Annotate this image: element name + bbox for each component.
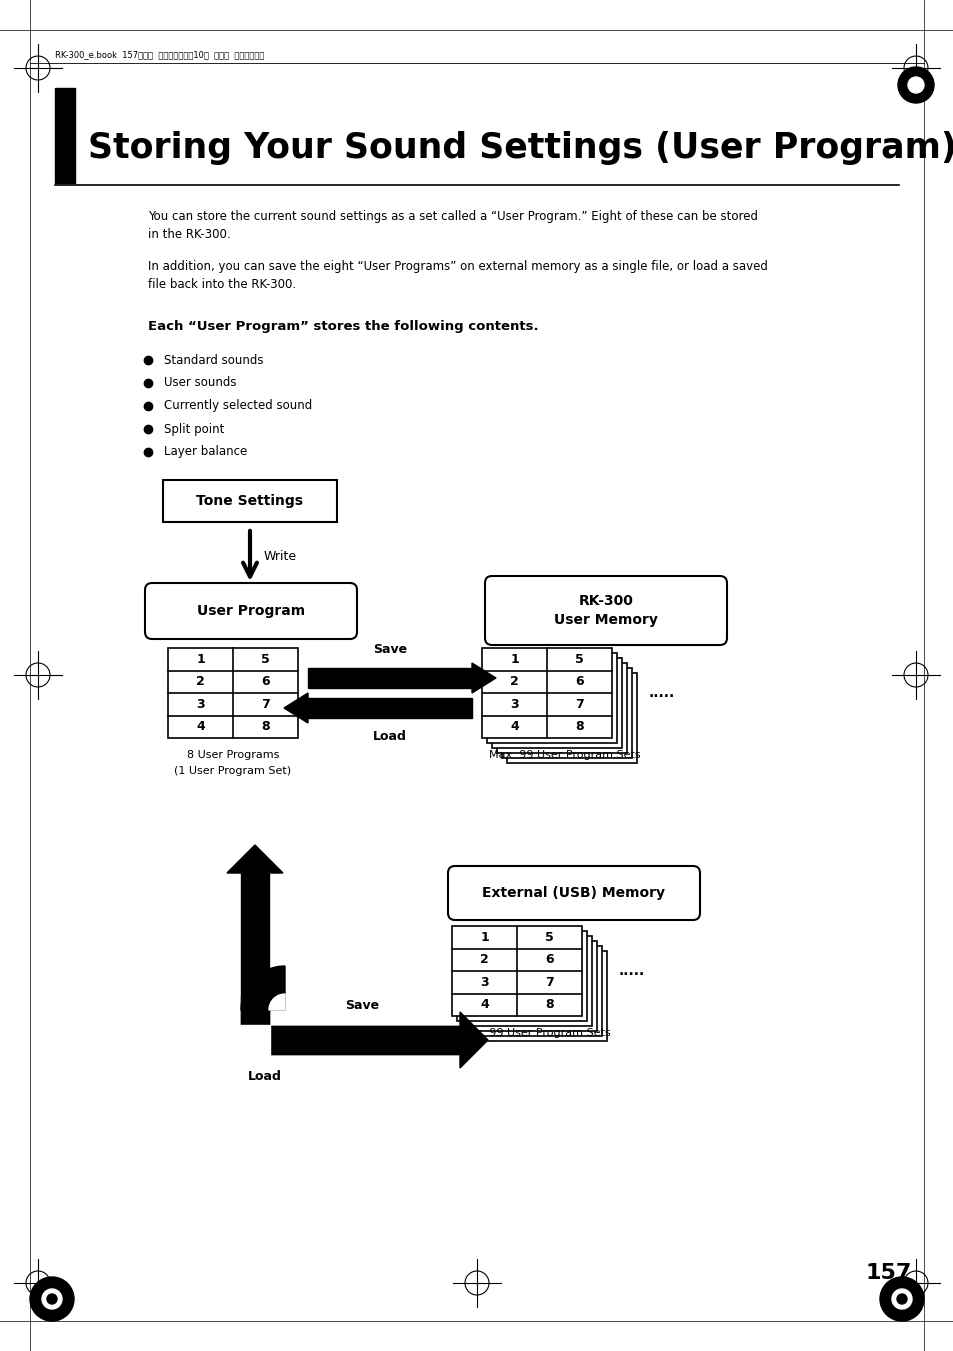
- Text: External (USB) Memory: External (USB) Memory: [482, 886, 665, 900]
- Text: RK-300_e.book  157ページ  ２００８年９月10日  水曜日  午後４晎６分: RK-300_e.book 157ページ ２００８年９月10日 水曜日 午後４晎…: [55, 50, 264, 59]
- Text: Save: Save: [373, 643, 407, 657]
- Polygon shape: [227, 844, 283, 873]
- Text: RK-300
User Memory: RK-300 User Memory: [554, 594, 658, 627]
- Bar: [481, 648, 612, 738]
- Text: 6: 6: [575, 676, 583, 688]
- Circle shape: [879, 1277, 923, 1321]
- Text: Split point: Split point: [164, 423, 224, 435]
- Text: 2: 2: [196, 676, 205, 688]
- Bar: [497, 663, 626, 753]
- Bar: [492, 658, 621, 748]
- Text: 3: 3: [479, 975, 488, 989]
- Text: User sounds: User sounds: [164, 377, 236, 389]
- Text: 5: 5: [261, 653, 270, 666]
- Polygon shape: [459, 1012, 488, 1069]
- Text: Layer balance: Layer balance: [164, 446, 247, 458]
- Text: (1 User Program Set): (1 User Program Set): [174, 766, 292, 775]
- Text: 3: 3: [196, 697, 205, 711]
- Bar: [467, 942, 597, 1031]
- Text: 8: 8: [575, 720, 583, 734]
- Wedge shape: [269, 994, 285, 1011]
- Polygon shape: [284, 693, 308, 723]
- Bar: [241, 996, 269, 1040]
- Bar: [501, 667, 631, 758]
- Circle shape: [896, 1294, 906, 1304]
- FancyBboxPatch shape: [145, 584, 356, 639]
- Bar: [476, 951, 606, 1042]
- Text: 6: 6: [261, 676, 270, 688]
- Circle shape: [47, 1294, 57, 1304]
- Text: 5: 5: [575, 653, 583, 666]
- Text: Tone Settings: Tone Settings: [196, 494, 303, 508]
- Bar: [241, 1025, 459, 1054]
- Bar: [308, 698, 472, 717]
- Circle shape: [42, 1289, 62, 1309]
- Text: .....: .....: [648, 686, 675, 700]
- Text: Storing Your Sound Settings (User Program): Storing Your Sound Settings (User Progra…: [88, 131, 953, 165]
- Text: Load: Load: [373, 730, 407, 743]
- Text: 7: 7: [575, 697, 583, 711]
- Text: Save: Save: [345, 998, 378, 1012]
- Text: 2: 2: [510, 676, 518, 688]
- Bar: [472, 946, 601, 1036]
- Text: Load: Load: [248, 1070, 281, 1084]
- Bar: [168, 648, 297, 738]
- Text: 157: 157: [865, 1263, 911, 1283]
- Text: .....: .....: [618, 965, 644, 978]
- Circle shape: [891, 1289, 911, 1309]
- Text: 4: 4: [510, 720, 518, 734]
- Text: In addition, you can save the eight “User Programs” on external memory as a sing: In addition, you can save the eight “Use…: [148, 259, 767, 290]
- Text: 8: 8: [261, 720, 270, 734]
- Text: Max. 99 User Program Sets: Max. 99 User Program Sets: [458, 1028, 610, 1038]
- Polygon shape: [472, 663, 496, 693]
- Text: Standard sounds: Standard sounds: [164, 354, 263, 366]
- Text: Max. 99 User Program Sets: Max. 99 User Program Sets: [489, 750, 640, 761]
- Text: You can store the current sound settings as a set called a “User Program.” Eight: You can store the current sound settings…: [148, 209, 758, 240]
- Bar: [240, 1025, 270, 1055]
- Bar: [506, 673, 637, 763]
- Text: 7: 7: [261, 697, 270, 711]
- Text: 4: 4: [196, 720, 205, 734]
- Bar: [308, 667, 472, 688]
- Text: 1: 1: [479, 931, 488, 944]
- Bar: [456, 931, 586, 1021]
- Wedge shape: [241, 966, 285, 1011]
- Bar: [461, 936, 592, 1025]
- Bar: [486, 653, 617, 743]
- Text: 6: 6: [544, 954, 554, 966]
- Text: 7: 7: [544, 975, 554, 989]
- Text: 1: 1: [196, 653, 205, 666]
- Bar: [241, 873, 269, 1054]
- Text: 2: 2: [479, 954, 488, 966]
- Text: Currently selected sound: Currently selected sound: [164, 400, 312, 412]
- FancyBboxPatch shape: [484, 576, 726, 644]
- Text: Write: Write: [264, 550, 296, 562]
- Text: 8: 8: [544, 998, 554, 1012]
- Bar: [55, 88, 75, 182]
- Text: 5: 5: [544, 931, 554, 944]
- Text: 4: 4: [479, 998, 488, 1012]
- FancyBboxPatch shape: [163, 480, 336, 521]
- Text: Each “User Program” stores the following contents.: Each “User Program” stores the following…: [148, 320, 538, 332]
- Bar: [271, 1025, 459, 1054]
- Circle shape: [30, 1277, 74, 1321]
- Text: 8 User Programs: 8 User Programs: [187, 750, 279, 761]
- Text: 3: 3: [510, 697, 518, 711]
- FancyBboxPatch shape: [448, 866, 700, 920]
- Circle shape: [897, 68, 933, 103]
- Text: 1: 1: [510, 653, 518, 666]
- Text: User Program: User Program: [196, 604, 305, 617]
- Bar: [452, 925, 581, 1016]
- Circle shape: [907, 77, 923, 93]
